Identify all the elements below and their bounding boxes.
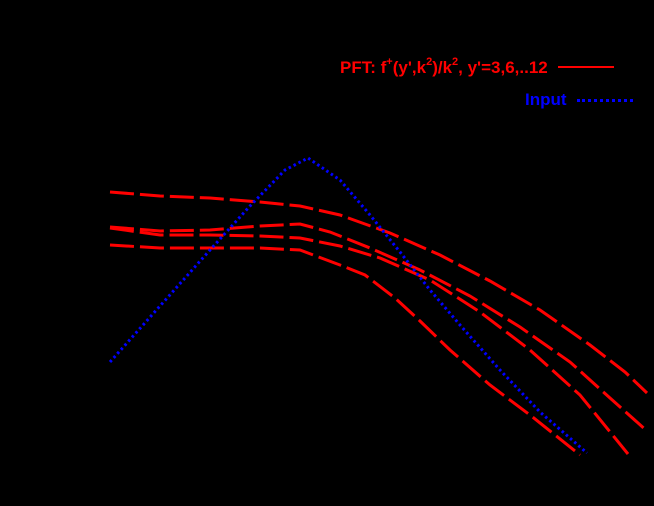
series-line-input	[108, 156, 588, 455]
series-line-pft-y-12	[109, 243, 581, 457]
legend-label-input: Input	[525, 90, 567, 109]
legend-entry-input: Input	[525, 90, 633, 110]
series-layer	[108, 156, 649, 457]
legend-swatch-dotted-blue	[576, 98, 633, 102]
series-line-pft-y-9	[109, 226, 630, 455]
series-line-pft-y-3	[109, 190, 649, 395]
series-line-pft-y-6	[109, 222, 648, 433]
legend-swatch-solid-red	[557, 66, 614, 68]
legend-label-pft: PFT: f+(y',k2)/k2, y'=3,6,..12	[340, 56, 548, 77]
legend-entry-pft: PFT: f+(y',k2)/k2, y'=3,6,..12	[340, 56, 614, 78]
